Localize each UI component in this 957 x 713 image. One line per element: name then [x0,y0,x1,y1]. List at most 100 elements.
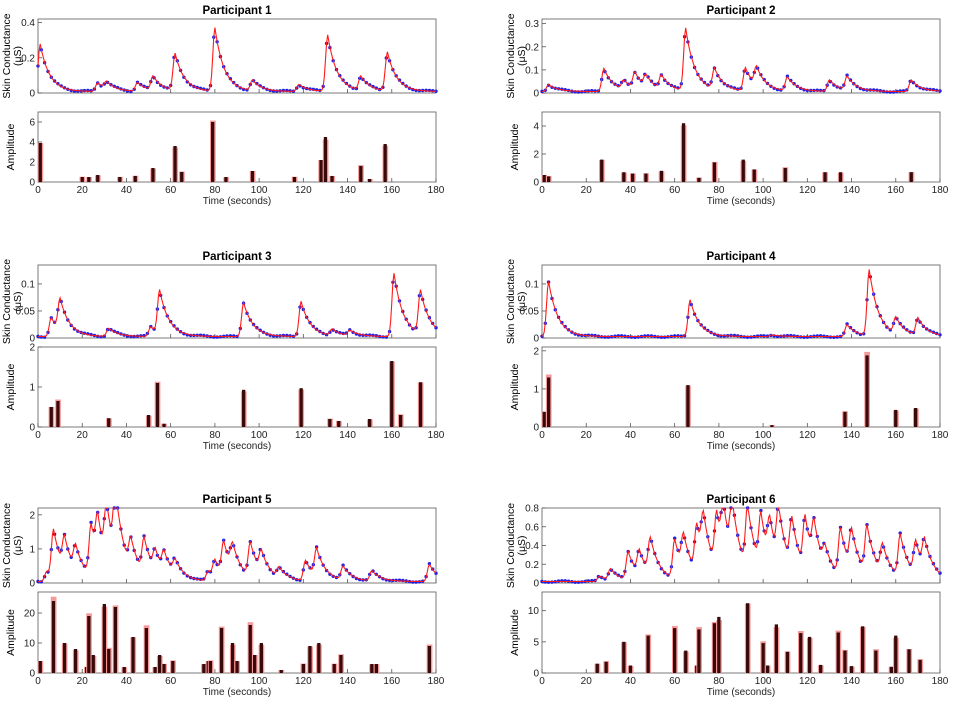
data-point [673,334,677,338]
x-axis-label: Time (seconds) [203,687,272,698]
amplitude-bar [107,418,111,427]
amplitude-bar [752,169,756,182]
amplitude-bar [131,637,135,673]
x-tick-label: 60 [165,676,177,687]
y-tick-label: 5 [533,637,539,648]
data-point [89,520,93,525]
amplitude-bar [681,123,686,182]
y-tick-label: 0.1 [525,65,539,76]
participant-panel-5: Participant 5 0 1 2 Skin Conductance (μS) 0 10 2… [1,494,445,698]
amplitude-bar [250,171,255,182]
data-point [815,334,819,338]
y-axis-label: Skin Conductance [1,259,13,344]
x-tick-label: 0 [35,185,41,196]
amplitude-bar [56,401,60,427]
x-tick-label: 140 [339,185,356,196]
amplitude-bar [211,122,215,182]
x-tick-label: 20 [77,676,89,687]
amplitude-bar [87,177,91,182]
x-tick-label: 160 [887,676,904,687]
x-axis-label: Time (seconds) [203,196,272,207]
x-tick-label: 180 [932,676,949,687]
amplitude-bar [774,624,778,673]
amplitude-bar [712,623,717,673]
amplitude-bar [838,172,843,182]
x-tick-label: 100 [251,185,268,196]
amplitude-bar [51,601,56,673]
y-axis-label: Skin Conductance [505,13,517,98]
amplitude-bar [162,664,166,673]
x-tick-label: 180 [932,185,949,196]
x-tick-label: 60 [669,185,681,196]
x-tick-label: 60 [669,430,681,441]
amplitude-bar [153,667,157,673]
amplitude-bar [712,162,717,182]
x-tick-label: 40 [625,430,637,441]
data-point [593,89,597,93]
y-tick-label: 2 [29,158,35,169]
amplitude-bar [38,143,42,182]
x-tick-label: 20 [581,676,593,687]
y-axis-label: Skin Conductance [505,503,517,588]
y-axis-label: Amplitude [509,364,521,411]
x-tick-label: 80 [713,430,725,441]
x-axis-label: Time (seconds) [203,441,272,452]
fitted-signal-line [37,27,436,92]
y-tick-label: 0.1 [21,279,35,290]
y-tick-label: 10 [528,606,540,617]
amplitude-bar [292,177,297,182]
amplitude-bar [849,666,854,673]
amplitude-bar [155,383,160,427]
amplitude-bar [918,659,922,673]
fitted-signal-line [542,506,941,583]
amplitude-bar [785,651,790,673]
y-axis-unit: (μS) [12,46,24,66]
amplitude-bar [368,179,372,182]
panel-title: Participant 6 [706,494,775,506]
y-tick-label: 0.6 [525,522,539,533]
y-tick-label: 2 [533,346,539,357]
top-plot-area [541,507,941,584]
amplitude-bar [339,655,343,673]
amplitude-bar [418,382,423,427]
panel-title: Participant 4 [706,251,776,263]
y-tick-label: 6 [29,118,35,129]
amplitude-bar [819,664,823,673]
amplitude-bar [279,670,283,673]
amplitude-bar [107,649,111,673]
amplitude-bar [332,664,336,673]
participant-panel-6: Participant 6 0 0.2 0.4 0.6 0.8 Skin Conductan… [505,494,949,698]
y-axis-label: Amplitude [509,609,521,656]
x-tick-label: 0 [35,676,41,687]
x-tick-label: 120 [799,676,816,687]
amplitude-bar [96,175,100,182]
amplitude-bar [547,176,551,182]
x-tick-label: 180 [428,676,445,687]
x-tick-label: 140 [843,185,860,196]
x-tick-label: 120 [295,185,312,196]
amplitude-bar [909,172,913,182]
x-tick-label: 100 [755,676,772,687]
x-tick-label: 20 [581,185,593,196]
y-axis-label: Amplitude [5,124,17,171]
amplitude-bar [383,144,387,182]
y-tick-label: 10 [24,639,36,650]
data-point [805,335,809,339]
fitted-signal-line [38,507,437,583]
data-point [898,531,902,535]
x-tick-label: 20 [77,185,89,196]
y-tick-label: 1 [29,383,35,394]
amplitude-bar [907,649,911,673]
top-plot-area [37,507,437,584]
amplitude-bar [631,173,635,182]
amplitude-bar [317,643,321,673]
y-tick-label: 0.05 [520,306,540,317]
y-tick-label: 0 [533,669,539,680]
x-tick-label: 120 [295,676,312,687]
amplitude-bar [770,425,774,427]
amplitude-bar [102,604,106,673]
y-axis-unit: (μS) [516,291,528,311]
y-tick-label: 2 [29,510,35,521]
data-point [241,568,246,572]
amplitude-bar [242,389,246,427]
